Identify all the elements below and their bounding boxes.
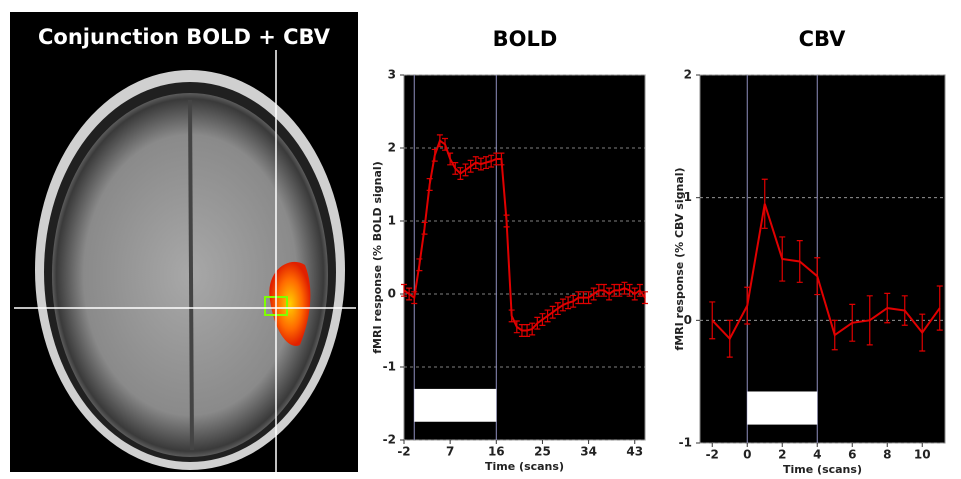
y-tick-label: -1	[383, 360, 396, 374]
y-tick-label: 2	[388, 141, 396, 155]
x-tick-label: 25	[534, 445, 551, 459]
x-tick-label: -2	[706, 448, 719, 462]
y-tick-label: 1	[388, 214, 396, 228]
x-tick-label: 6	[848, 448, 856, 462]
chart-title: CBV	[799, 27, 847, 51]
x-tick-label: 10	[914, 448, 931, 462]
plot-area	[700, 75, 945, 443]
brain-panel: Conjunction BOLD + CBV	[10, 12, 358, 472]
x-tick-label: -2	[397, 445, 410, 459]
y-tick-label: 3	[388, 68, 396, 82]
y-tick-label: 2	[684, 68, 692, 82]
figure: Conjunction BOLD + CBV BOLD -2 -1 0 1 2 3 -2 7 16…	[0, 0, 961, 479]
plot-area	[404, 75, 645, 440]
fissure	[190, 100, 192, 450]
x-tick-label: 4	[813, 448, 821, 462]
y-tick-label: -1	[679, 436, 692, 450]
x-tick-label: 34	[580, 445, 597, 459]
y-axis-label: fMRI response (% CBV signal)	[673, 167, 686, 350]
x-axis-label: Time (scans)	[783, 463, 862, 476]
y-axis-label: fMRI response (% BOLD signal)	[371, 161, 384, 353]
x-tick-label: 2	[778, 448, 786, 462]
x-tick-label: 16	[488, 445, 505, 459]
chart-title: BOLD	[493, 27, 558, 51]
x-axis-label: Time (scans)	[485, 460, 564, 473]
stimulus-block	[414, 389, 496, 422]
panel-title: Conjunction BOLD + CBV	[38, 25, 331, 49]
x-tick-label: 43	[626, 445, 643, 459]
stimulus-block	[747, 391, 817, 424]
x-tick-label: 7	[446, 445, 454, 459]
y-tick-label: -2	[383, 433, 396, 447]
x-tick-label: 0	[743, 448, 751, 462]
x-tick-label: 8	[883, 448, 891, 462]
y-tick-label: 0	[388, 287, 396, 301]
